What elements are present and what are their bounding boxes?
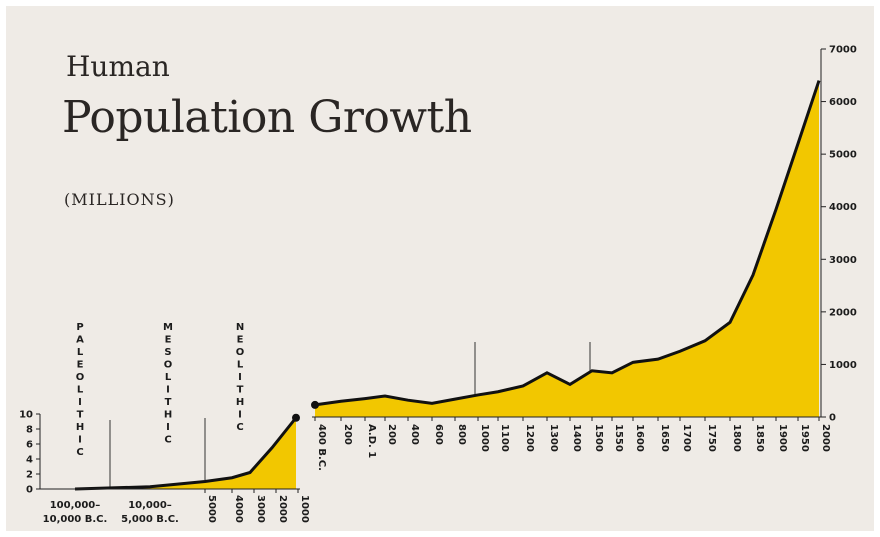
historic-x-label: 400 B.C. (316, 424, 327, 471)
era-label-mesolithic: T (165, 397, 172, 408)
historic-area (315, 80, 819, 418)
prehistoric-line (74, 416, 298, 491)
era-label-neolithic: N (236, 322, 244, 333)
era-label-paleolithic: L (77, 347, 84, 358)
historic-x-label: 2000 (820, 424, 831, 452)
prehistoric-y-tick-label: 0 (26, 485, 33, 496)
era-label-neolithic: H (236, 397, 244, 408)
historic-line (314, 80, 821, 407)
era-label-paleolithic: I (78, 397, 82, 408)
era-label-mesolithic: C (164, 435, 171, 446)
prehistoric-x-label: 10,000– (128, 500, 172, 511)
era-label-mesolithic: I (166, 385, 170, 396)
prehistoric-x-label: 4000 (233, 495, 244, 523)
era-label-paleolithic: T (77, 410, 84, 421)
prehistoric-y-tick-label: 10 (19, 410, 33, 421)
era-label-mesolithic: E (165, 335, 172, 346)
historic-x-label: 1850 (754, 424, 765, 452)
historic-x-label: 1400 (571, 424, 582, 452)
era-label-mesolithic: S (164, 347, 171, 358)
era-label-mesolithic: M (163, 322, 173, 333)
prehistoric-y-tick-label: 4 (26, 455, 33, 466)
prehistoric-x-label: 5000 (206, 495, 217, 523)
era-label-paleolithic: A (76, 335, 84, 346)
prehistoric-endpoint (292, 413, 300, 422)
historic-y-tick-label: 4000 (829, 202, 857, 213)
title-line1: Human (66, 50, 170, 83)
historic-x-label: 1500 (593, 424, 604, 452)
era-label-paleolithic: I (78, 435, 82, 446)
historic-y-tick-label: 6000 (829, 97, 857, 108)
era-label-mesolithic: L (165, 372, 172, 383)
historic-x-label: 1900 (777, 424, 788, 452)
era-label-neolithic: I (238, 372, 242, 383)
prehistoric-y-tick-label: 8 (26, 425, 33, 436)
prehistoric-x-label: 1000 (299, 495, 310, 523)
era-label-mesolithic: I (166, 422, 170, 433)
era-label-neolithic: T (237, 385, 244, 396)
historic-x-label: 200 (342, 424, 353, 445)
historic-x-label: 1950 (799, 424, 810, 452)
historic-x-label: 1000 (479, 424, 490, 452)
units-label: (MILLIONS) (64, 190, 175, 209)
historic-x-label: 600 (433, 424, 444, 445)
historic-y-tick-label: 2000 (829, 307, 857, 318)
era-label-paleolithic: E (77, 360, 84, 371)
prehistoric-x-label: 3000 (255, 495, 266, 523)
era-label-paleolithic: H (76, 422, 84, 433)
historic-x-label: 200 (386, 424, 397, 445)
prehistoric-x-label: 10,000 B.C. (43, 514, 108, 525)
historic-y-tick-label: 1000 (829, 360, 857, 371)
prehistoric-x-label: 2000 (277, 495, 288, 523)
historic-y-tick-label: 7000 (829, 45, 857, 56)
prehistoric-x-label: 5,000 B.C. (121, 514, 179, 525)
historic-x-label: A.D. 1 (366, 424, 377, 458)
historic-x-label: 1600 (634, 424, 645, 452)
era-label-neolithic: I (238, 410, 242, 421)
historic-x-label: 400 (409, 424, 420, 445)
historic-y-tick-label: 5000 (829, 150, 857, 161)
historic-x-label: 1750 (706, 424, 717, 452)
era-label-neolithic: E (237, 335, 244, 346)
historic-x-label: 800 (456, 424, 467, 445)
era-label-mesolithic: H (164, 410, 172, 421)
era-label-paleolithic: L (77, 385, 84, 396)
era-label-paleolithic: P (76, 322, 83, 333)
prehistoric-x-label: 100,000– (50, 500, 101, 511)
era-label-neolithic: O (236, 347, 245, 358)
historic-x-label: 1550 (613, 424, 624, 452)
era-label-paleolithic: O (76, 372, 85, 383)
title-line2: Population Growth (62, 92, 472, 143)
historic-x-label: 1300 (548, 424, 559, 452)
chart-card (6, 6, 874, 531)
era-label-neolithic: L (237, 360, 244, 371)
era-label-neolithic: C (236, 422, 243, 433)
historic-startpoint (311, 400, 319, 409)
historic-x-label: 1700 (681, 424, 692, 452)
era-label-paleolithic: C (76, 447, 83, 458)
historic-x-label: 1800 (731, 424, 742, 452)
prehistoric-y-tick-label: 6 (26, 440, 33, 451)
historic-x-label: 1650 (659, 424, 670, 452)
prehistoric-y-tick-label: 2 (26, 470, 33, 481)
historic-x-label: 1200 (524, 424, 535, 452)
historic-y-tick-label: 0 (829, 413, 836, 424)
historic-x-label: 1100 (499, 424, 510, 452)
historic-y-tick-label: 3000 (829, 255, 857, 266)
prehistoric-area (75, 417, 296, 489)
era-label-mesolithic: O (164, 360, 173, 371)
